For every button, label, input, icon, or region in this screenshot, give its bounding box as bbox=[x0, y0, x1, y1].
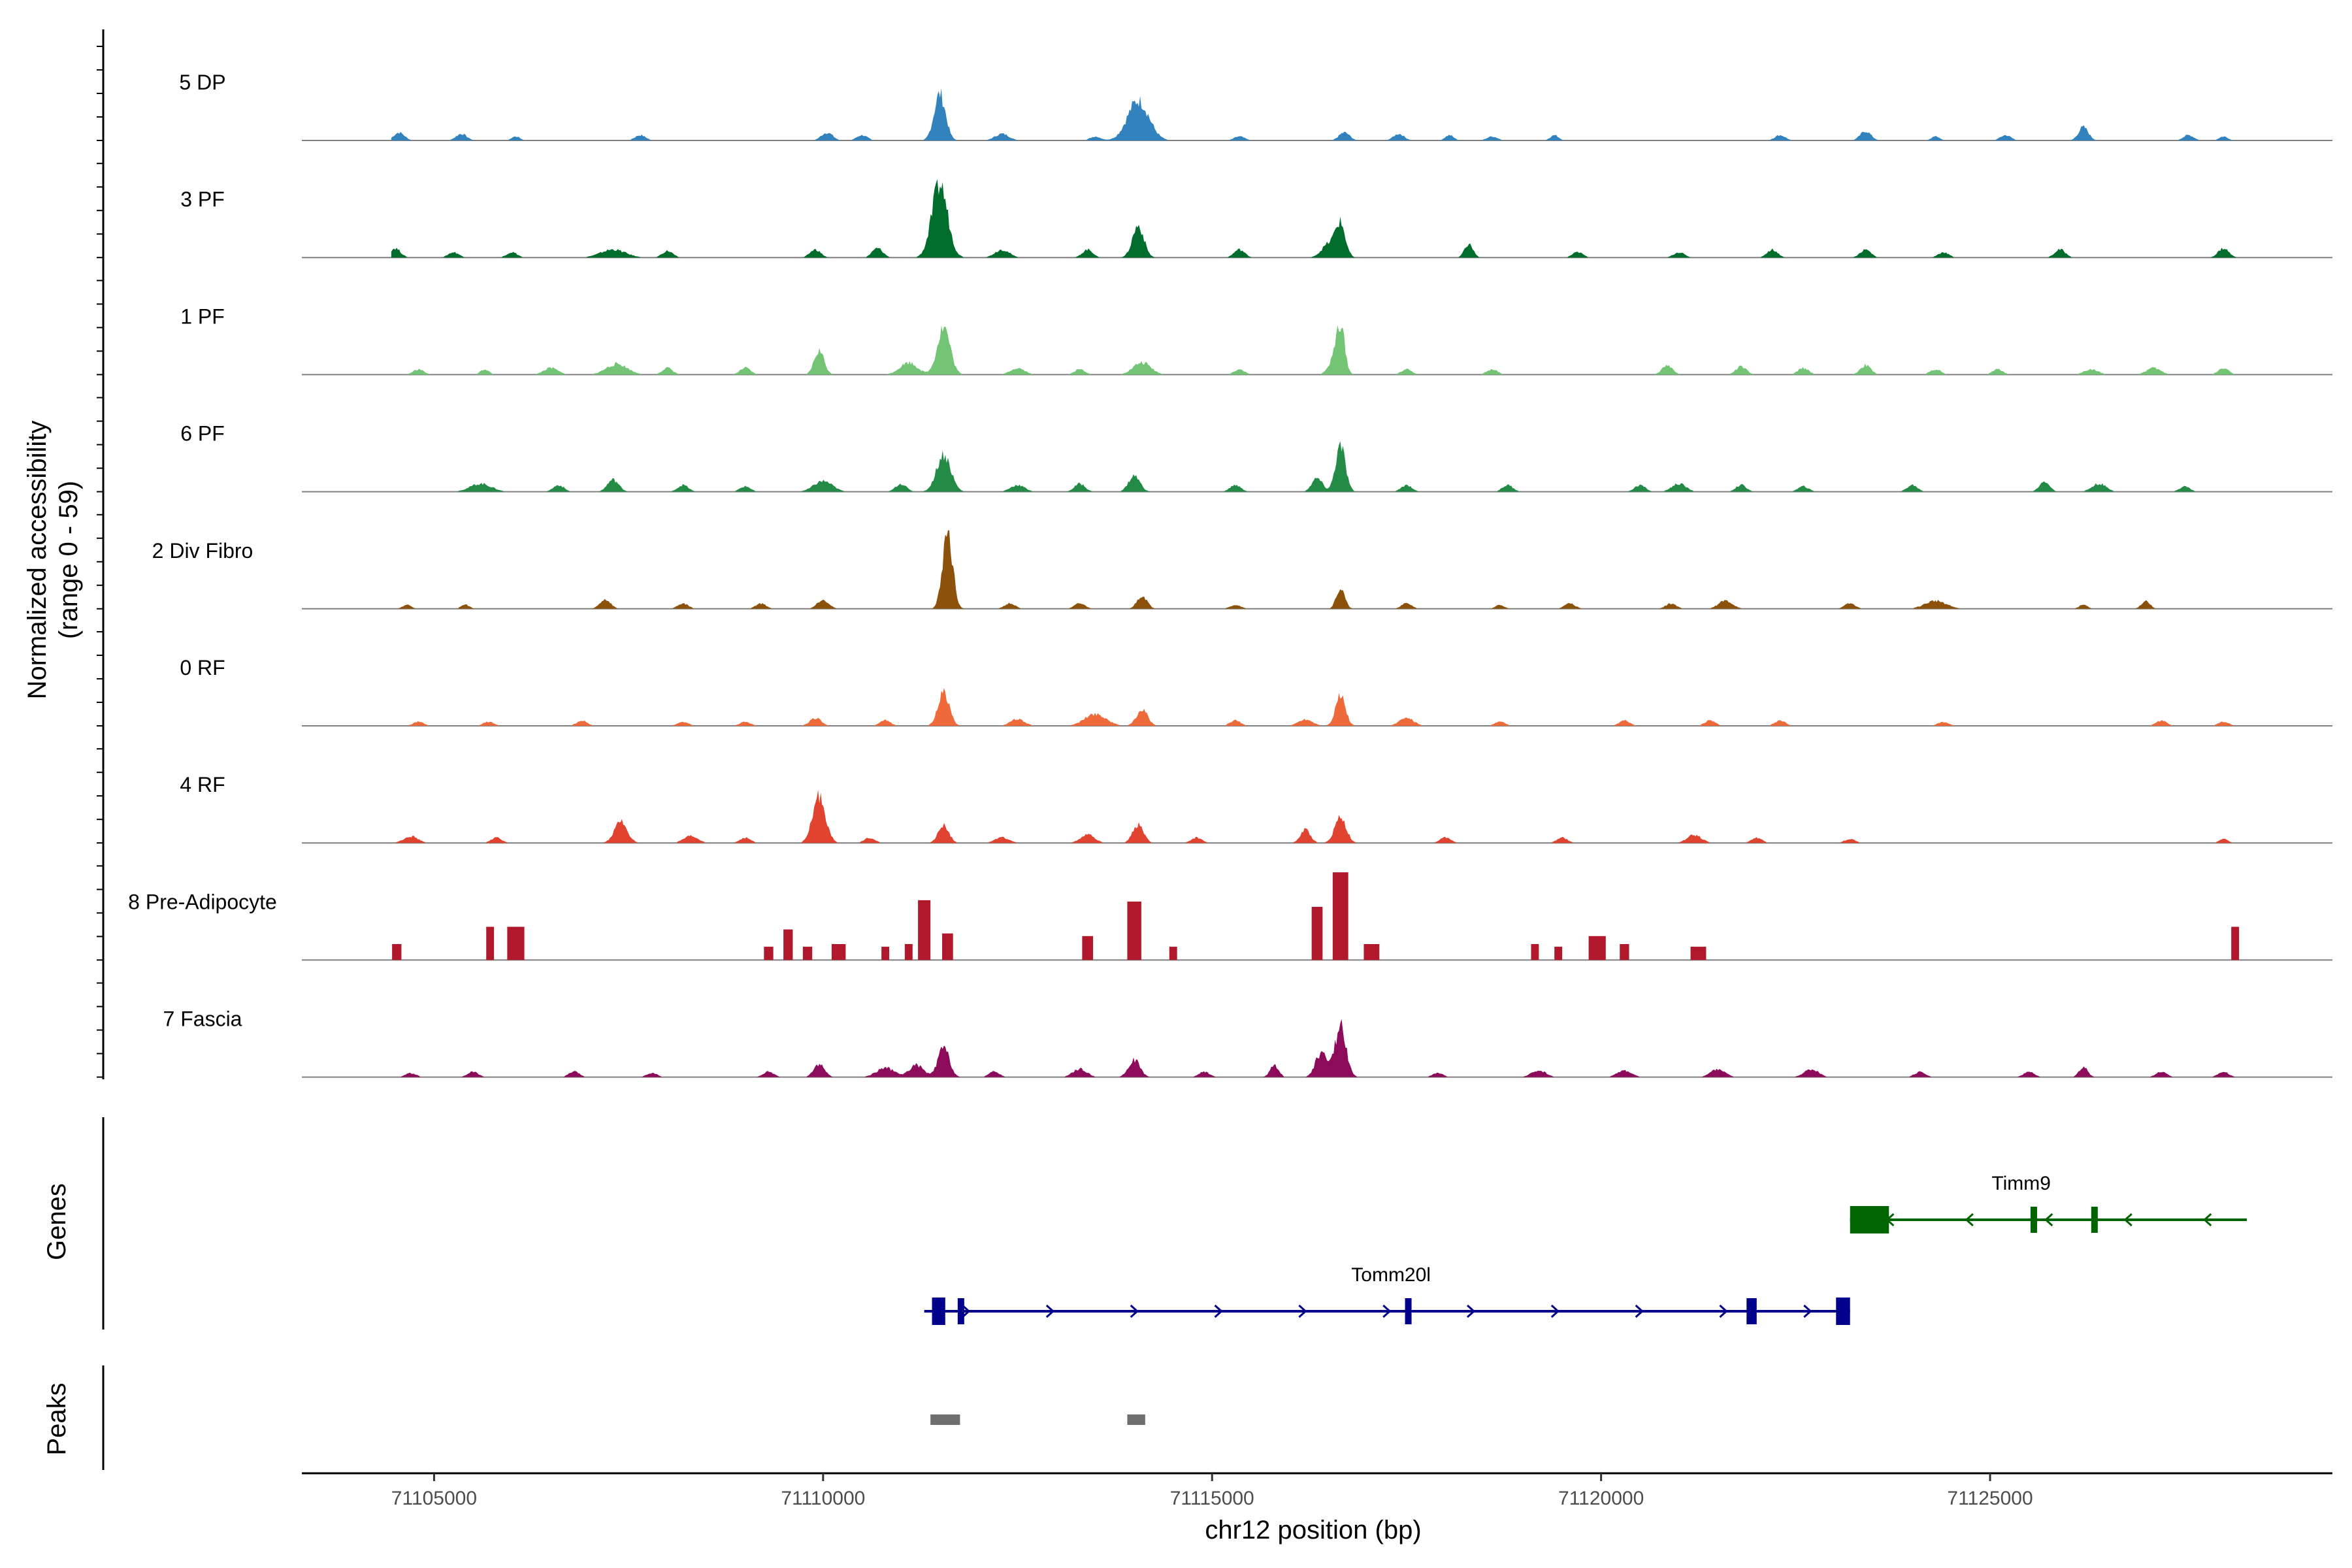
track-2: 3 PF bbox=[180, 179, 2332, 259]
track-label: 8 Pre-Adipocyte bbox=[128, 890, 277, 913]
peak-region bbox=[930, 1414, 960, 1425]
strand-arrow bbox=[1719, 1304, 1728, 1318]
coverage-block bbox=[1364, 943, 1380, 960]
gene-exon bbox=[957, 1298, 964, 1324]
gene-timm9: Timm9 bbox=[1850, 1173, 2247, 1233]
coverage-block bbox=[392, 943, 402, 960]
strand-arrow bbox=[1466, 1304, 1476, 1318]
coverage-block bbox=[1311, 907, 1323, 960]
track-4: 6 PF bbox=[180, 422, 2332, 493]
track-8: 8 Pre-Adipocyte bbox=[128, 872, 2332, 961]
strand-arrow bbox=[1130, 1304, 1139, 1318]
x-tick-label: 71105000 bbox=[391, 1488, 477, 1509]
coverage-block bbox=[1127, 901, 1141, 960]
y-axis-title: Normalized accessibility (range 0 - 59) bbox=[23, 421, 83, 700]
track-5: 2 Div Fibro bbox=[152, 530, 2332, 610]
track-label: 2 Div Fibro bbox=[152, 539, 253, 563]
track-label: 3 PF bbox=[180, 188, 225, 211]
coverage-block bbox=[1531, 943, 1539, 960]
coverage-area bbox=[391, 789, 2247, 843]
coverage-area bbox=[391, 688, 2247, 726]
coverage-area bbox=[391, 1019, 2247, 1077]
coverage-block bbox=[1588, 936, 1606, 960]
coverage-block bbox=[1169, 947, 1177, 960]
coverage-y-axis bbox=[97, 29, 105, 1079]
coverage-area bbox=[391, 441, 2247, 492]
coverage-block bbox=[831, 943, 846, 960]
coverage-area bbox=[391, 179, 2247, 258]
genes-panel-title: Genes bbox=[42, 1183, 71, 1260]
coverage-block bbox=[783, 929, 793, 960]
coverage-block bbox=[802, 947, 813, 960]
gene-exon bbox=[1850, 1206, 1889, 1233]
strand-arrow bbox=[2203, 1213, 2212, 1227]
strand-arrow bbox=[1635, 1304, 1644, 1318]
track-label: 5 DP bbox=[179, 71, 225, 94]
gene-name-label: Timm9 bbox=[1991, 1173, 2051, 1194]
x-axis-title: chr12 position (bp) bbox=[1205, 1516, 1421, 1544]
coverage-block bbox=[1082, 936, 1094, 960]
strand-arrow bbox=[1803, 1304, 1812, 1318]
x-tick-label: 71120000 bbox=[1558, 1488, 1644, 1509]
track-label: 4 RF bbox=[180, 773, 225, 796]
coverage-tracks: 5 DP 3 PF 1 PF 6 PF 2 Div Fibro 0 RF 4 RF 8 Pre… bbox=[128, 71, 2332, 1078]
y-axis-title-line2: (range 0 - 59) bbox=[54, 481, 83, 639]
x-tick-label: 71125000 bbox=[1947, 1488, 2033, 1509]
coverage-block bbox=[904, 943, 913, 960]
peak-region bbox=[1127, 1414, 1145, 1425]
coverage-block bbox=[507, 926, 525, 960]
coverage-block bbox=[486, 926, 495, 960]
strand-arrow bbox=[1550, 1304, 1560, 1318]
track-label: 7 Fascia bbox=[163, 1007, 242, 1031]
gene-exon bbox=[1836, 1298, 1850, 1325]
gene-annotations: Timm9 Tomm20l bbox=[924, 1173, 2247, 1325]
track-3: 1 PF bbox=[180, 304, 2332, 376]
gene-exon bbox=[1746, 1298, 1757, 1324]
peaks-panel-title: Peaks bbox=[42, 1382, 71, 1455]
gene-exon bbox=[2030, 1207, 2037, 1233]
x-tick-label: 71110000 bbox=[781, 1488, 865, 1509]
coverage-area bbox=[391, 530, 2247, 609]
track-1: 5 DP bbox=[179, 71, 2332, 141]
track-label: 6 PF bbox=[180, 422, 225, 446]
track-9: 7 Fascia bbox=[163, 1007, 2332, 1078]
coverage-block bbox=[1332, 872, 1348, 960]
strand-arrow bbox=[2123, 1213, 2132, 1227]
y-axis-title-line1: Normalized accessibility bbox=[23, 421, 52, 700]
coverage-block bbox=[881, 947, 890, 960]
strand-arrow bbox=[1382, 1304, 1392, 1318]
coverage-block bbox=[1690, 947, 1707, 960]
strand-arrow bbox=[2044, 1213, 2053, 1227]
coverage-area bbox=[391, 88, 2247, 140]
strand-arrow bbox=[1298, 1304, 1307, 1318]
track-label: 0 RF bbox=[180, 656, 225, 679]
gene-name-label: Tomm20l bbox=[1351, 1264, 1431, 1286]
peak-regions bbox=[930, 1414, 1145, 1425]
x-axis: 71105000 71110000 71115000 71120000 71125000 bbox=[302, 1472, 2332, 1509]
strand-arrow bbox=[1045, 1304, 1055, 1318]
coverage-block bbox=[764, 947, 774, 960]
gene-exon bbox=[2091, 1207, 2098, 1233]
coverage-block bbox=[2231, 926, 2240, 960]
coverage-area bbox=[391, 325, 2247, 375]
x-tick-label: 71115000 bbox=[1170, 1488, 1254, 1509]
strand-arrow bbox=[1965, 1213, 1974, 1227]
track-6: 0 RF bbox=[180, 656, 2332, 727]
coverage-block bbox=[918, 900, 931, 960]
track-label: 1 PF bbox=[180, 304, 225, 328]
strand-arrow bbox=[1214, 1304, 1223, 1318]
gene-exon bbox=[932, 1298, 945, 1325]
coverage-block bbox=[942, 933, 953, 960]
strand-arrow bbox=[962, 1304, 971, 1318]
coverage-block bbox=[1620, 943, 1629, 960]
gene-tomm20l: Tomm20l bbox=[924, 1264, 1850, 1325]
coverage-block bbox=[1554, 947, 1563, 960]
gene-exon bbox=[1405, 1298, 1412, 1324]
track-7: 4 RF bbox=[180, 773, 2332, 844]
